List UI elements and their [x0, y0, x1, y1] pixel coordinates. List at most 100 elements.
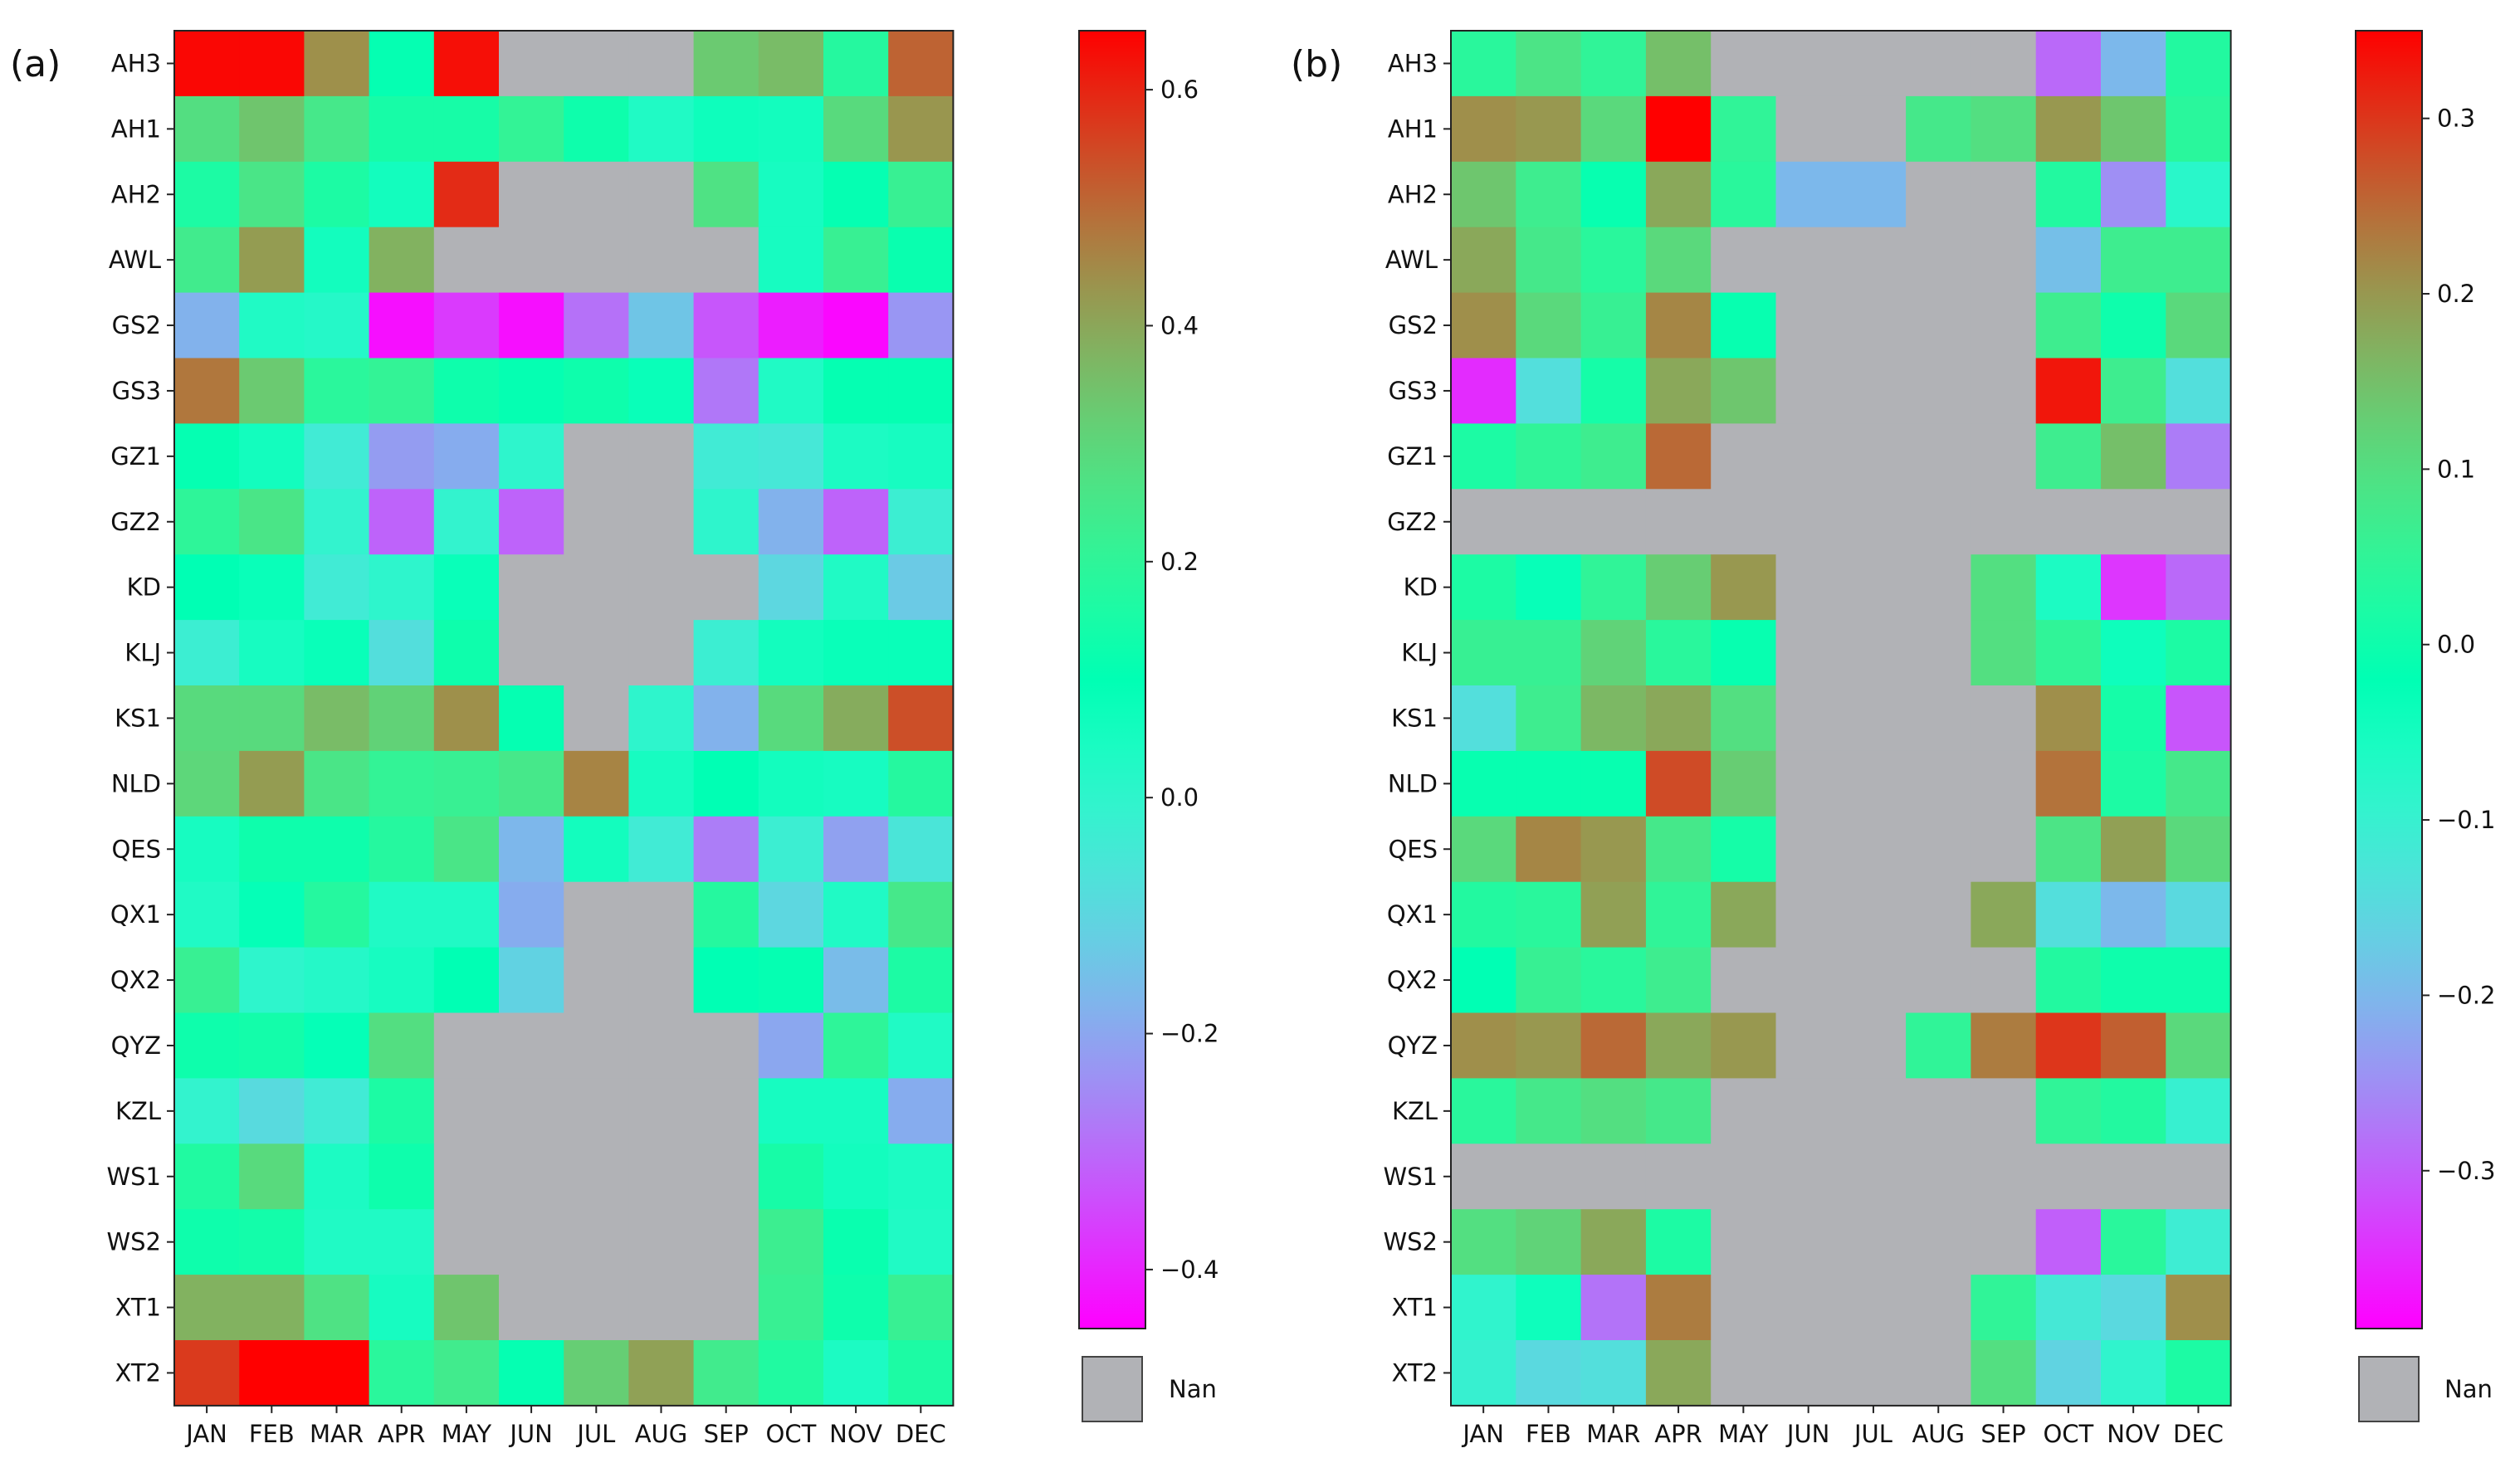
- heatmap-cell: [1971, 227, 2037, 294]
- heatmap-cell: [369, 881, 435, 948]
- heatmap-cell: [693, 161, 759, 228]
- heatmap-cell: [1906, 881, 1971, 948]
- heatmap-cell: [628, 31, 695, 97]
- panel-label: (b): [1291, 43, 1342, 85]
- y-tick-label: AH2: [111, 180, 161, 208]
- heatmap-cell: [1516, 31, 1582, 97]
- heatmap-cell: [499, 947, 564, 1014]
- heatmap-cell: [823, 292, 889, 359]
- heatmap-cell: [499, 554, 564, 621]
- x-tick-label: APR: [378, 1420, 425, 1448]
- y-tick-label: NLD: [1388, 769, 1438, 797]
- heatmap-cell: [1451, 423, 1516, 490]
- colorbar-tick-label: 0.6: [1160, 76, 1199, 104]
- heatmap-cell: [1580, 489, 1647, 555]
- x-tick-label: NOV: [829, 1420, 882, 1448]
- heatmap-cell: [1775, 1209, 1842, 1275]
- heatmap-cell: [1645, 1209, 1712, 1275]
- heatmap-cell: [1516, 1275, 1582, 1341]
- heatmap-cell: [1775, 947, 1842, 1014]
- heatmap-cell: [2166, 489, 2232, 555]
- heatmap-cell: [693, 750, 759, 817]
- heatmap-cell: [2035, 227, 2102, 294]
- heatmap-cell: [758, 1209, 824, 1275]
- heatmap-cell: [1971, 489, 2037, 555]
- heatmap-cell: [1645, 1012, 1712, 1079]
- heatmap-cell: [1906, 1340, 1971, 1407]
- heatmap-cell: [239, 161, 305, 228]
- heatmap-cell: [304, 1078, 370, 1144]
- heatmap-cell: [1840, 947, 1907, 1014]
- heatmap-cell: [1516, 161, 1582, 228]
- heatmap-cell: [304, 816, 370, 883]
- heatmap-cell: [239, 620, 305, 686]
- heatmap-cell: [1580, 947, 1647, 1014]
- heatmap-cell: [1971, 750, 2037, 817]
- heatmap-cell: [1971, 31, 2037, 97]
- heatmap-cell: [239, 1275, 305, 1341]
- heatmap-cell: [1840, 31, 1907, 97]
- heatmap-cell: [888, 947, 954, 1014]
- heatmap-cell: [2035, 750, 2102, 817]
- heatmap-cell: [1775, 1143, 1842, 1210]
- heatmap-cell: [304, 489, 370, 555]
- heatmap-cell: [1516, 816, 1582, 883]
- heatmap-cell: [1906, 620, 1971, 686]
- heatmap-cell: [2166, 1209, 2232, 1275]
- heatmap-cell: [174, 620, 240, 686]
- heatmap-cell: [1711, 685, 1777, 752]
- heatmap-cell: [1580, 1078, 1647, 1144]
- heatmap-cell: [823, 227, 889, 294]
- heatmap-cell: [693, 358, 759, 424]
- heatmap-cell: [758, 227, 824, 294]
- heatmap-cell: [304, 685, 370, 752]
- heatmap-cell: [1775, 816, 1842, 883]
- heatmap-cell: [888, 881, 954, 948]
- heatmap-cell: [693, 1275, 759, 1341]
- heatmap-cell: [304, 620, 370, 686]
- y-tick-label: GS3: [112, 377, 161, 405]
- y-tick-label: WS2: [106, 1228, 161, 1256]
- heatmap-cell: [239, 685, 305, 752]
- heatmap-cell: [239, 554, 305, 621]
- heatmap-cell: [1516, 1143, 1582, 1210]
- heatmap-cell: [433, 620, 500, 686]
- heatmap-cell: [564, 750, 629, 817]
- heatmap-cell: [499, 31, 564, 97]
- heatmap-cell: [239, 1012, 305, 1079]
- heatmap-cell: [888, 1143, 954, 1210]
- colorbar-tick-label: 0.0: [1160, 783, 1199, 812]
- heatmap-cell: [1775, 1340, 1842, 1407]
- heatmap-cell: [758, 816, 824, 883]
- y-tick-label: KLJ: [125, 639, 161, 667]
- heatmap-cell: [433, 750, 500, 817]
- heatmap-cell: [1516, 227, 1582, 294]
- heatmap-cell: [2101, 227, 2166, 294]
- heatmap-cell: [2101, 161, 2166, 228]
- heatmap-cell: [758, 423, 824, 490]
- heatmap-cell: [369, 685, 435, 752]
- heatmap-cell: [888, 816, 954, 883]
- panel-label: (a): [10, 43, 61, 85]
- heatmap-cell: [628, 685, 695, 752]
- heatmap-cell: [174, 1143, 240, 1210]
- y-tick-label: QYZ: [1388, 1031, 1438, 1060]
- x-tick-label: JUL: [1853, 1420, 1892, 1448]
- heatmap-cell: [239, 750, 305, 817]
- heatmap-cell: [888, 1209, 954, 1275]
- heatmap-cell: [1906, 1209, 1971, 1275]
- heatmap-cell: [888, 685, 954, 752]
- heatmap-cell: [823, 1012, 889, 1079]
- heatmap-cell: [499, 1078, 564, 1144]
- heatmap-cell: [2101, 1012, 2166, 1079]
- heatmap-cell: [693, 816, 759, 883]
- heatmap-cell: [1906, 685, 1971, 752]
- heatmap-cell: [1451, 489, 1516, 555]
- x-tick-label: MAR: [310, 1420, 364, 1448]
- heatmap-cell: [564, 685, 629, 752]
- heatmap-cell: [888, 750, 954, 817]
- heatmap-cell: [2166, 685, 2232, 752]
- heatmap-cell: [1971, 881, 2037, 948]
- heatmap-cell: [1775, 1078, 1842, 1144]
- y-tick-label: AH3: [111, 49, 161, 77]
